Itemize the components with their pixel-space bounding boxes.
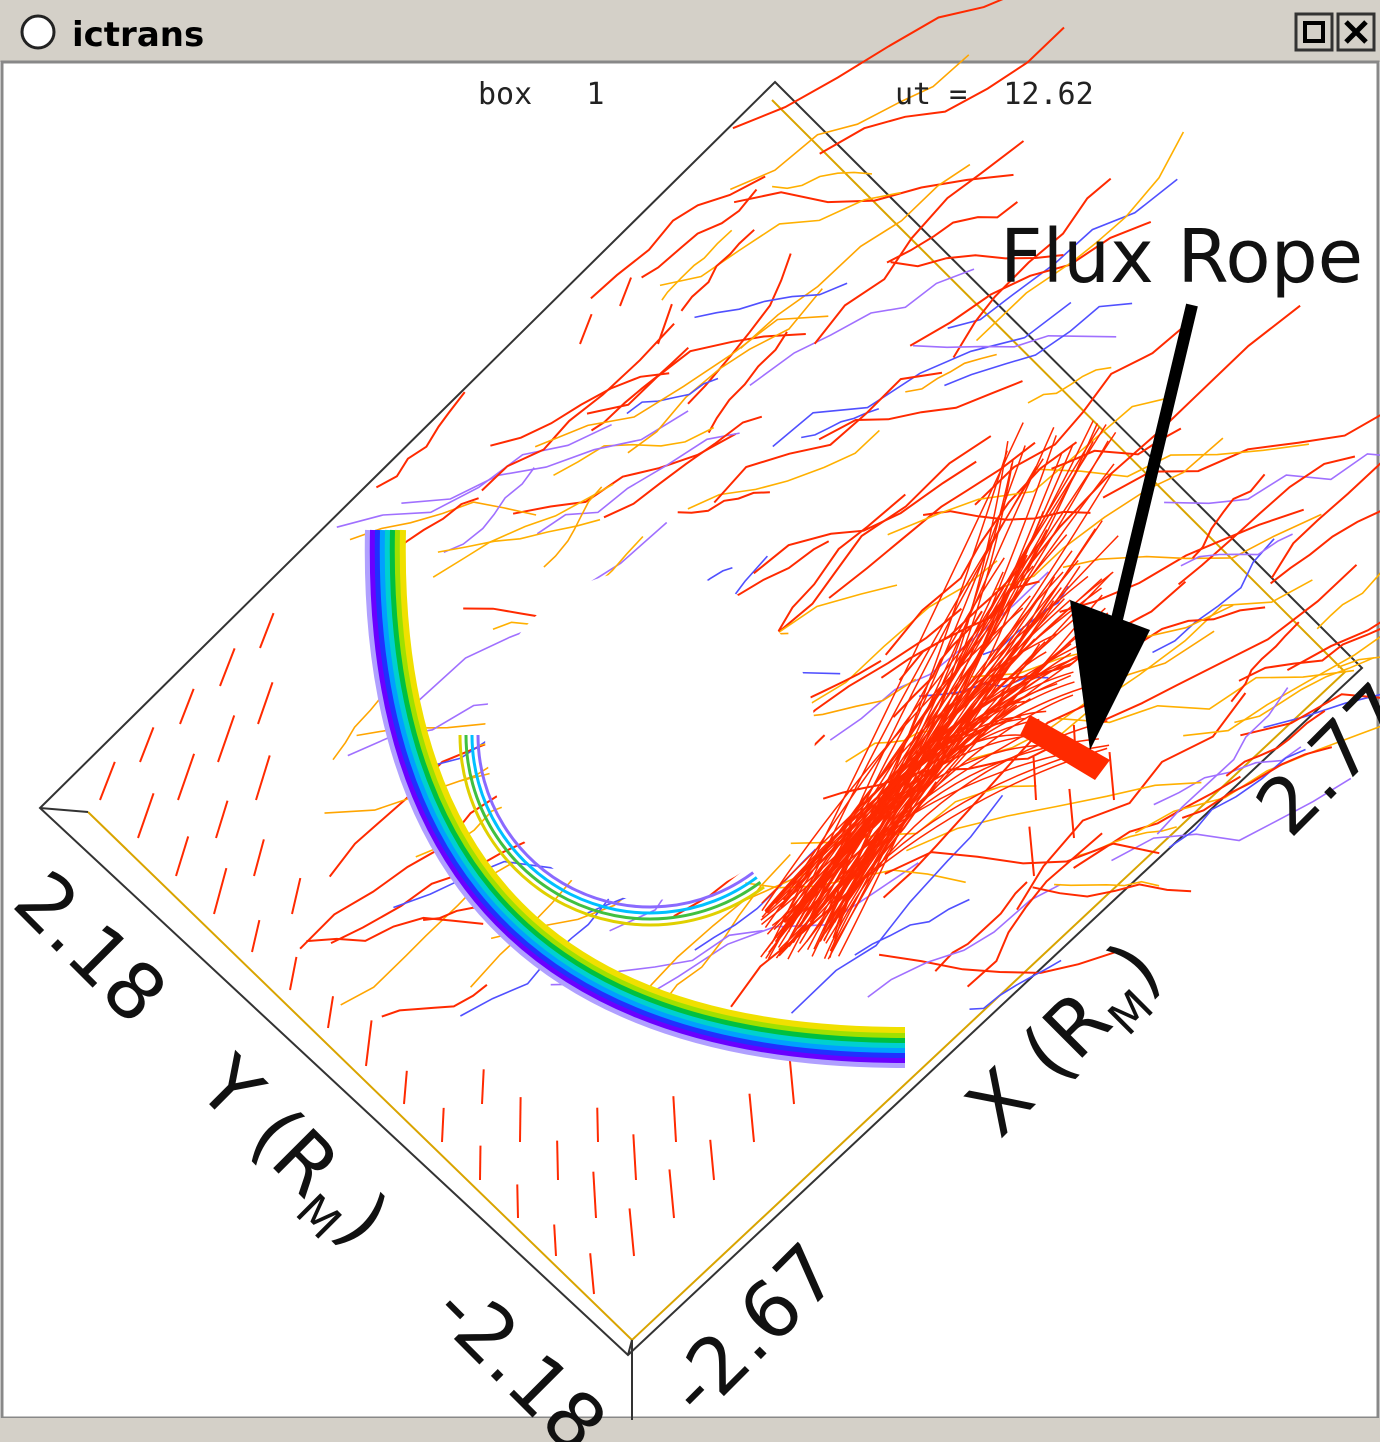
vector	[517, 1184, 518, 1218]
window-title: ictrans	[72, 15, 204, 55]
page: ictrans box 1 ut = 12.62 Flux Rope 2.18 …	[0, 0, 1380, 1442]
title-bar	[0, 0, 1380, 62]
box-label: box 1	[478, 77, 604, 112]
app-icon	[22, 16, 54, 48]
planet-hole	[485, 570, 815, 900]
vector	[597, 1108, 598, 1142]
maximize-button[interactable]	[1296, 14, 1332, 50]
scrollbar[interactable]	[0, 1418, 1380, 1442]
annotation: Flux Rope	[1000, 214, 1363, 300]
time-label: ut = 12.62	[895, 77, 1094, 112]
close-button[interactable]	[1338, 14, 1374, 50]
vector	[557, 1141, 558, 1180]
vector	[520, 1097, 521, 1142]
window: ictrans box 1 ut = 12.62 Flux Rope 2.18 …	[0, 0, 1380, 1442]
